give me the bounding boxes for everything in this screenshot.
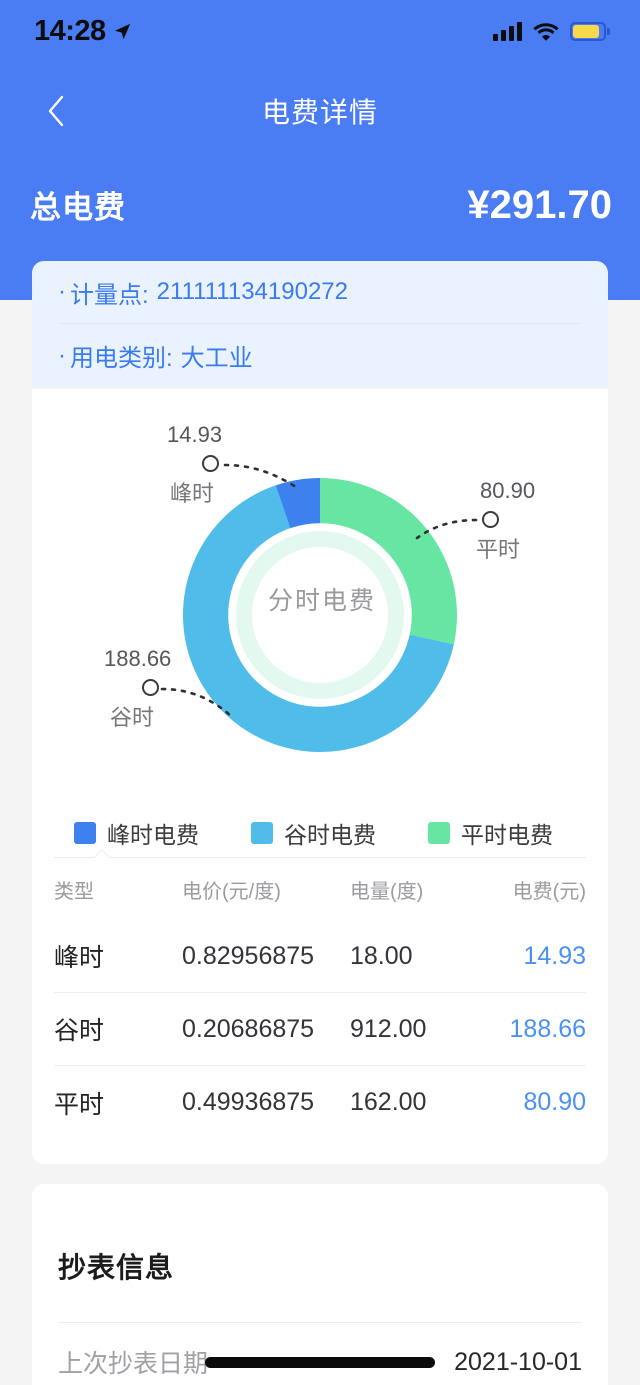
slice-pingshi[interactable] — [320, 478, 457, 645]
usage-category-value: 大工业 — [180, 345, 253, 372]
back-button[interactable] — [28, 78, 84, 144]
donut-slices — [182, 478, 457, 753]
chart-marker-gushi — [142, 679, 159, 696]
cell-type: 谷时 — [54, 1017, 105, 1045]
info-row-metering-point: · 计量点: 211111134190272 — [58, 261, 582, 324]
legend-swatch-fengshi — [74, 822, 96, 844]
cell-type: 平时 — [54, 1090, 105, 1119]
slice-gushi[interactable] — [182, 485, 454, 753]
cell-price: 0.82956875 — [182, 941, 315, 970]
status-bar-right — [493, 21, 610, 41]
cell-usage: 912.00 — [350, 1014, 427, 1043]
usage-category-label: 用电类别: — [70, 345, 173, 372]
donut-chart-svg — [160, 463, 478, 753]
legend-item-pingshi[interactable]: 平时电费 — [428, 816, 553, 850]
cell-fee: 14.93 — [523, 941, 586, 970]
chart-value-gushi: 188.66 — [104, 646, 172, 671]
bullet-dot: · — [58, 341, 66, 369]
legend-label-pingshi: 平时电费 — [461, 822, 553, 848]
leader-line-fengshi — [223, 463, 298, 489]
status-bar-left: 14:28 — [34, 14, 132, 47]
metering-point-value: 211111134190272 — [156, 278, 348, 305]
location-arrow-icon — [114, 23, 130, 39]
bullet-dot: · — [58, 278, 66, 305]
inner-white-hole — [252, 547, 388, 683]
leader-line-gushi — [160, 687, 233, 718]
table-row: 谷时 0.20686875 912.00 188.66 — [54, 993, 586, 1066]
cell-type: 峰时 — [54, 944, 105, 972]
legend-item-fengshi[interactable]: 峰时电费 — [74, 816, 199, 850]
cellular-signal-icon — [493, 21, 522, 41]
chart-label-gushi: 谷时 — [110, 705, 155, 730]
chart-marker-pingshi — [482, 511, 499, 528]
metering-point-label: 计量点: — [70, 281, 149, 309]
table-row: 峰时 0.82956875 18.00 14.93 — [54, 920, 586, 993]
nav-bar: 电费详情 — [0, 78, 640, 144]
legend-item-gushi[interactable]: 谷时电费 — [251, 816, 376, 850]
total-fee-amount: ¥291.70 — [467, 183, 612, 227]
total-fee-row: 总电费 ¥291.70 — [0, 182, 640, 228]
cell-usage: 18.00 — [350, 941, 413, 970]
battery-low-power-icon — [570, 21, 610, 41]
chart-value-pingshi: 80.90 — [480, 478, 536, 503]
total-fee-label: 总电费 — [30, 190, 126, 225]
chart-label-pingshi: 平时 — [476, 537, 521, 562]
legend-divider — [54, 857, 586, 858]
chart-legend: 峰时电费 谷时电费 平时电费 — [32, 809, 608, 857]
legend-active-notch — [94, 848, 112, 858]
header-fee: 电费(元) — [512, 880, 586, 903]
page-title: 电费详情 — [261, 97, 378, 128]
wifi-icon — [533, 22, 559, 41]
meter-reading-card: 抄表信息 上次抄表日期 2021-10-01 — [32, 1184, 608, 1385]
tou-donut-chart: 分时电费 14.93 峰时 80.90 平时 188.66 谷时 — [32, 389, 608, 809]
status-bar-clock: 14:28 — [34, 14, 106, 47]
cell-fee: 80.90 — [523, 1088, 586, 1116]
table-row: 平时 0.49936875 162.00 80.90 — [54, 1066, 586, 1139]
meter-reading-title: 抄表信息 — [58, 1252, 175, 1283]
home-indicator — [205, 1357, 435, 1368]
legend-swatch-pingshi — [428, 822, 450, 844]
cell-usage: 162.00 — [350, 1088, 427, 1116]
header-type: 类型 — [54, 880, 94, 903]
tou-fee-card: 分时电费 14.93 峰时 80.90 平时 188.66 谷时 峰时电费 谷时… — [32, 389, 608, 1164]
last-reading-date-value: 2021-10-01 — [454, 1347, 582, 1376]
chart-label-fengshi: 峰时 — [170, 481, 215, 506]
meter-info-card: · 计量点: 211111134190272 · 用电类别: 大工业 — [32, 261, 608, 387]
table-header-row: 类型 电价(元/度) 电量(度) 电费(元) — [54, 858, 586, 920]
legend-swatch-gushi — [251, 822, 273, 844]
status-bar: 14:28 — [0, 0, 640, 62]
cell-price: 0.49936875 — [182, 1088, 315, 1116]
legend-label-fengshi: 峰时电费 — [107, 822, 199, 848]
header-price: 电价(元/度) — [182, 880, 281, 903]
cell-price: 0.20686875 — [182, 1014, 315, 1043]
chart-marker-fengshi — [202, 455, 219, 472]
chevron-left-icon — [48, 95, 64, 127]
meter-reading-row: 上次抄表日期 2021-10-01 — [58, 1323, 582, 1385]
divider — [58, 1322, 582, 1323]
chart-value-fengshi: 14.93 — [167, 422, 223, 447]
slice-fengshi[interactable] — [275, 478, 320, 529]
cell-fee: 188.66 — [509, 1014, 586, 1043]
tou-fee-table: 类型 电价(元/度) 电量(度) 电费(元) 峰时 0.82956875 18.… — [32, 858, 608, 1139]
header-usage: 电量(度) — [350, 880, 424, 903]
last-reading-date-label: 上次抄表日期 — [58, 1350, 209, 1378]
leader-line-pingshi — [415, 518, 478, 540]
legend-label-gushi: 谷时电费 — [284, 822, 376, 848]
page-header: 14:28 — [0, 0, 640, 300]
info-row-usage-category: · 用电类别: 大工业 — [58, 324, 582, 387]
